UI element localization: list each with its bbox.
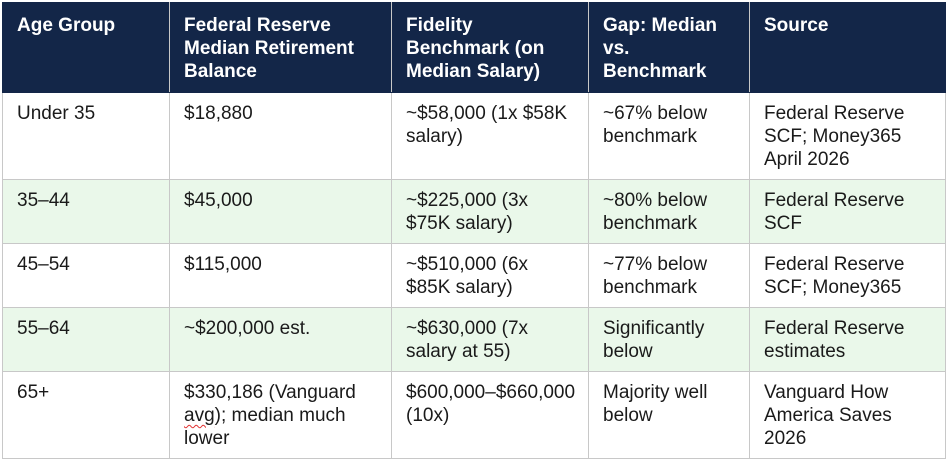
cell-benchmark: $600,000–$660,000 (10x) <box>391 371 589 459</box>
header-source: Source <box>749 2 946 93</box>
table-row: 45–54 $115,000 ~$510,000 (6x $85K salary… <box>2 243 946 308</box>
cell-source: Federal Reserve SCF; Money365 <box>749 243 946 308</box>
header-median-balance: Federal Reserve Median Retirement Balanc… <box>169 2 392 93</box>
table-row: 35–44 $45,000 ~$225,000 (3x $75K salary)… <box>2 179 946 244</box>
cell-age-group: 55–64 <box>2 307 170 372</box>
cell-median-balance: $18,880 <box>169 92 392 180</box>
cell-benchmark: ~$225,000 (3x $75K salary) <box>391 179 589 244</box>
cell-source: Federal Reserve SCF <box>749 179 946 244</box>
header-age-group: Age Group <box>2 2 170 93</box>
cell-benchmark: ~$58,000 (1x $58K salary) <box>391 92 589 180</box>
cell-median-balance: ~$200,000 est. <box>169 307 392 372</box>
median-balance-text-start: $330,186 (Vanguard <box>184 382 356 403</box>
table-body: Under 35 $18,880 ~$58,000 (1x $58K salar… <box>2 92 946 459</box>
median-balance-text-end: ); median much lower <box>184 405 346 449</box>
spellcheck-flagged-word[interactable]: avg <box>184 405 215 426</box>
header-fidelity-benchmark: Fidelity Benchmark (on Median Salary) <box>391 2 589 93</box>
cell-source: Federal Reserve estimates <box>749 307 946 372</box>
cell-age-group: 65+ <box>2 371 170 459</box>
cell-gap: ~77% below benchmark <box>588 243 750 308</box>
cell-age-group: 35–44 <box>2 179 170 244</box>
cell-gap: ~80% below benchmark <box>588 179 750 244</box>
cell-source: Federal Reserve SCF; Money365 April 2026 <box>749 92 946 180</box>
cell-source: Vanguard How America Saves 2026 <box>749 371 946 459</box>
cell-median-balance: $45,000 <box>169 179 392 244</box>
cell-benchmark: ~$630,000 (7x salary at 55) <box>391 307 589 372</box>
cell-age-group: 45–54 <box>2 243 170 308</box>
header-gap: Gap: Median vs. Benchmark <box>588 2 750 93</box>
cell-benchmark: ~$510,000 (6x $85K salary) <box>391 243 589 308</box>
table-row: Under 35 $18,880 ~$58,000 (1x $58K salar… <box>2 92 946 180</box>
cell-median-balance: $115,000 <box>169 243 392 308</box>
table-row: 55–64 ~$200,000 est. ~$630,000 (7x salar… <box>2 307 946 372</box>
cell-median-balance: $330,186 (Vanguard avg); median much low… <box>169 371 392 459</box>
cell-age-group: Under 35 <box>2 92 170 180</box>
cell-gap: Significantly below <box>588 307 750 372</box>
header-row: Age Group Federal Reserve Median Retirem… <box>2 2 946 93</box>
table-row: 65+ $330,186 (Vanguard avg); median much… <box>2 371 946 459</box>
cell-gap: ~67% below benchmark <box>588 92 750 180</box>
cell-gap: Majority well below <box>588 371 750 459</box>
table-header: Age Group Federal Reserve Median Retirem… <box>2 2 946 93</box>
